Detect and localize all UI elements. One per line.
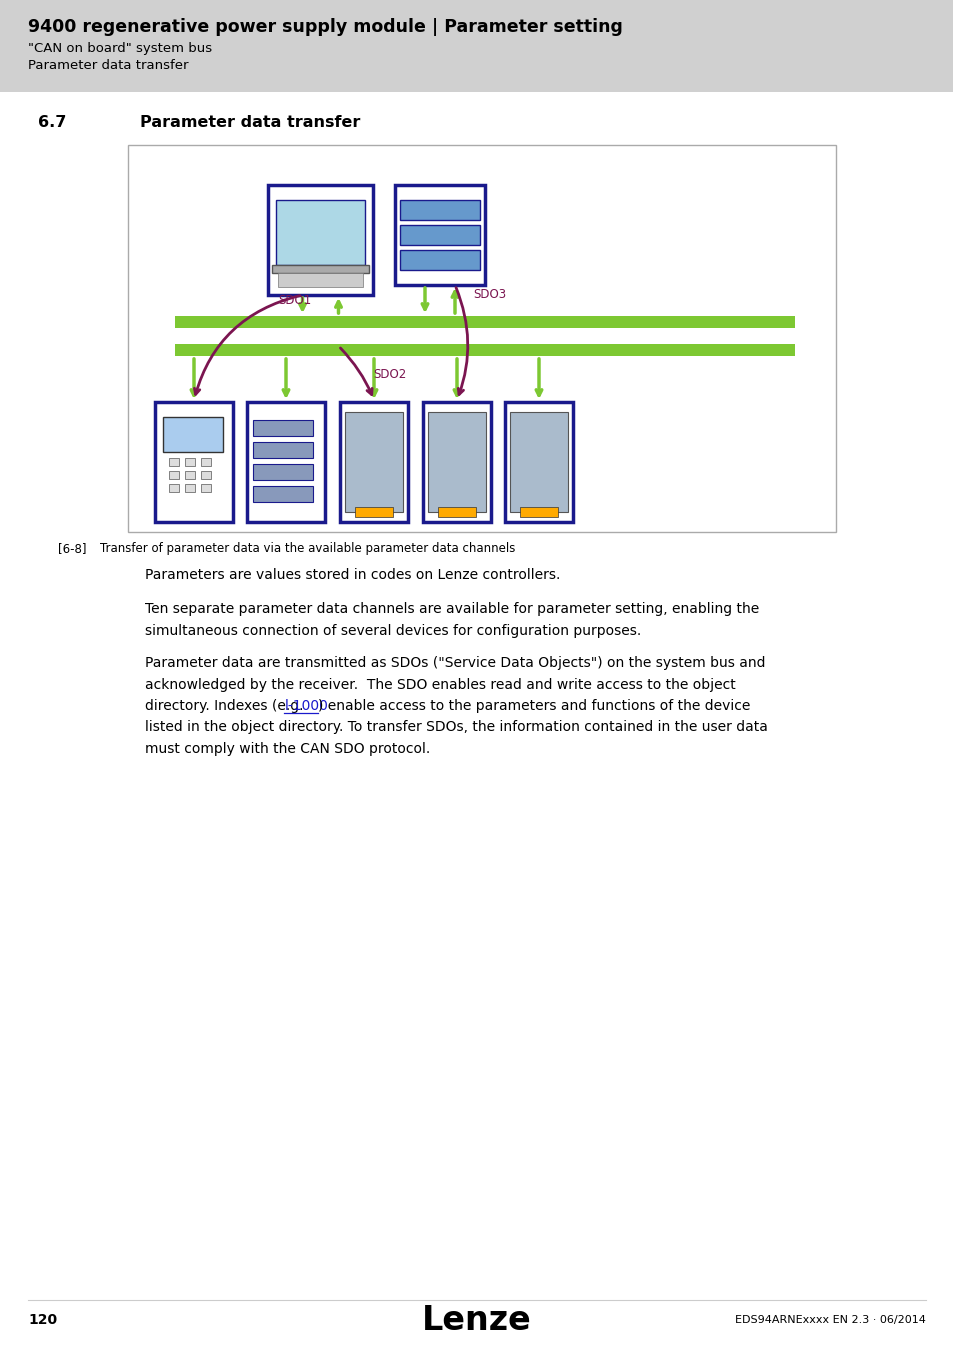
- Bar: [395, 185, 484, 285]
- Bar: [422, 402, 491, 522]
- Text: ) enable access to the parameters and functions of the device: ) enable access to the parameters and fu…: [317, 699, 750, 713]
- Text: SDO2: SDO2: [373, 369, 406, 382]
- Bar: [185, 458, 194, 466]
- Bar: [201, 485, 211, 491]
- Bar: [201, 458, 211, 466]
- Bar: [399, 225, 479, 244]
- Text: 120: 120: [28, 1314, 57, 1327]
- Bar: [355, 508, 393, 517]
- Text: must comply with the CAN SDO protocol.: must comply with the CAN SDO protocol.: [145, 743, 430, 756]
- Bar: [253, 441, 313, 458]
- Text: EDS94ARNExxxx EN 2.3 · 06/2014: EDS94ARNExxxx EN 2.3 · 06/2014: [735, 1315, 925, 1324]
- Bar: [163, 417, 223, 452]
- Bar: [169, 458, 179, 466]
- Bar: [268, 185, 373, 296]
- Text: directory. Indexes (e.g.: directory. Indexes (e.g.: [145, 699, 308, 713]
- Text: Ten separate parameter data channels are available for parameter setting, enabli: Ten separate parameter data channels are…: [145, 602, 759, 616]
- Text: acknowledged by the receiver.  The SDO enables read and write access to the obje: acknowledged by the receiver. The SDO en…: [145, 678, 735, 691]
- Bar: [253, 486, 313, 502]
- Bar: [247, 402, 325, 522]
- Bar: [169, 485, 179, 491]
- Bar: [253, 420, 313, 436]
- Bar: [437, 508, 476, 517]
- Text: 9400 regenerative power supply module | Parameter setting: 9400 regenerative power supply module | …: [28, 18, 622, 36]
- Bar: [339, 402, 408, 522]
- Bar: [128, 144, 835, 532]
- Text: 6.7: 6.7: [38, 115, 67, 130]
- Bar: [399, 200, 479, 220]
- Text: SDO1: SDO1: [278, 293, 312, 306]
- Text: SDO3: SDO3: [473, 289, 506, 301]
- Bar: [275, 200, 365, 265]
- Text: "CAN on board" system bus: "CAN on board" system bus: [28, 42, 212, 55]
- Text: [6-8]: [6-8]: [58, 541, 87, 555]
- Bar: [185, 485, 194, 491]
- Bar: [345, 412, 402, 512]
- Bar: [253, 464, 313, 481]
- Text: Parameter data transfer: Parameter data transfer: [140, 115, 360, 130]
- Bar: [504, 402, 573, 522]
- Text: simultaneous connection of several devices for configuration purposes.: simultaneous connection of several devic…: [145, 624, 640, 637]
- Bar: [154, 402, 233, 522]
- Bar: [174, 316, 794, 328]
- Text: Transfer of parameter data via the available parameter data channels: Transfer of parameter data via the avail…: [100, 541, 515, 555]
- Bar: [510, 412, 567, 512]
- Text: listed in the object directory. To transfer SDOs, the information contained in t: listed in the object directory. To trans…: [145, 721, 767, 734]
- Bar: [272, 265, 369, 273]
- Bar: [174, 344, 794, 356]
- Bar: [277, 273, 363, 288]
- Bar: [0, 0, 953, 92]
- Bar: [185, 471, 194, 479]
- Text: Parameters are values stored in codes on Lenze controllers.: Parameters are values stored in codes on…: [145, 568, 559, 582]
- Bar: [428, 412, 485, 512]
- Bar: [399, 250, 479, 270]
- Text: Parameter data are transmitted as SDOs ("Service Data Objects") on the system bu: Parameter data are transmitted as SDOs (…: [145, 656, 764, 670]
- Bar: [169, 471, 179, 479]
- Bar: [201, 471, 211, 479]
- Text: l‐1000: l‐1000: [284, 699, 328, 713]
- Bar: [519, 508, 558, 517]
- Text: Lenze: Lenze: [421, 1304, 532, 1336]
- Text: Parameter data transfer: Parameter data transfer: [28, 59, 189, 72]
